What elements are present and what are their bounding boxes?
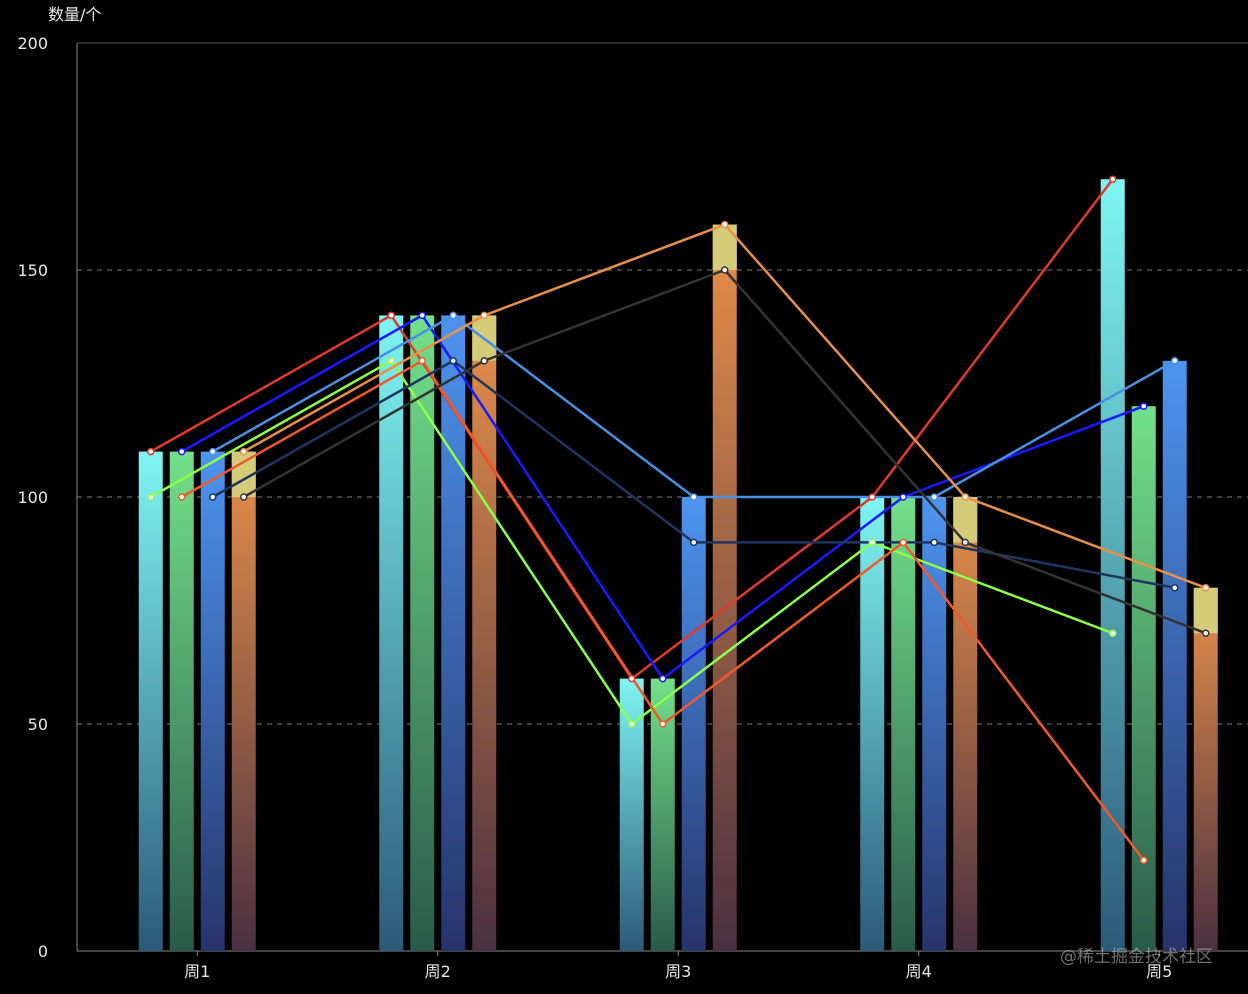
bar [1193,587,1218,951]
line-point [628,720,636,728]
bar-cap [953,497,978,543]
line-point [240,447,248,456]
line-point [1109,175,1117,183]
bar [138,451,163,951]
line-point [178,447,186,456]
bar [650,678,675,951]
line-point [418,311,426,320]
line-point [961,493,969,501]
line-point [868,538,876,547]
bar-cap [1193,587,1218,634]
line-point [721,220,729,229]
bar [1131,406,1156,951]
x-tick-label: 周2 [425,962,451,981]
line-point [178,493,186,501]
x-tick-label: 周5 [1146,962,1172,981]
line-point [1202,584,1210,592]
bar [619,678,644,951]
line-point [628,674,636,683]
line-points [147,175,1210,864]
line-point [961,538,969,547]
line-point [387,311,395,320]
watermark-text: @稀土掘金技术社区 [1060,947,1213,967]
line-point [209,447,217,456]
axes: 0 50 100 150 200 周1 周2 周3 周4 周5 [17,34,1248,981]
line-point [1140,856,1148,864]
line-point [1109,629,1117,637]
line-point [721,266,729,274]
bars [138,179,1218,952]
bar [712,224,737,952]
line-point [147,493,155,501]
line-point [659,674,667,683]
bar [169,451,194,951]
y-tick-label: 0 [38,942,48,961]
bar [953,497,978,951]
line-point [930,538,938,547]
bar [891,497,916,951]
y-tick-label: 50 [28,715,48,734]
line-point [1140,402,1148,410]
line-point [1171,357,1179,365]
bar [200,451,225,951]
bar [379,315,404,951]
x-tick-label: 周4 [906,962,932,981]
line-point [240,493,248,501]
line-point [209,493,217,501]
bar [1162,360,1187,951]
y-tick-label: 100 [17,488,48,507]
line-point [690,493,698,501]
line-point [659,720,667,728]
line-point [930,493,938,501]
lines [150,178,1207,861]
line-point [1202,629,1210,637]
line-point [480,357,488,365]
bar [1100,179,1125,951]
series-line [212,314,1176,499]
y-tick-label: 200 [17,34,48,53]
line-point [899,493,907,501]
line-point [480,311,488,320]
x-tick-label: 周1 [184,962,210,981]
line-point [418,357,426,365]
line-point [449,357,457,365]
line-point [868,493,876,501]
y-tick-label: 150 [17,261,48,280]
x-tick-label: 周3 [665,962,691,981]
bar-cap [712,224,737,270]
line-point [899,538,907,547]
y-axis-label: 数量/个 [48,5,101,24]
line-point [1171,584,1179,592]
line-point [449,311,457,320]
grid-lines [77,42,1248,725]
bar [410,315,435,951]
bar [231,451,256,951]
line-point [387,357,395,365]
line-point [147,447,155,456]
line-point [690,538,698,547]
bar [681,497,706,951]
